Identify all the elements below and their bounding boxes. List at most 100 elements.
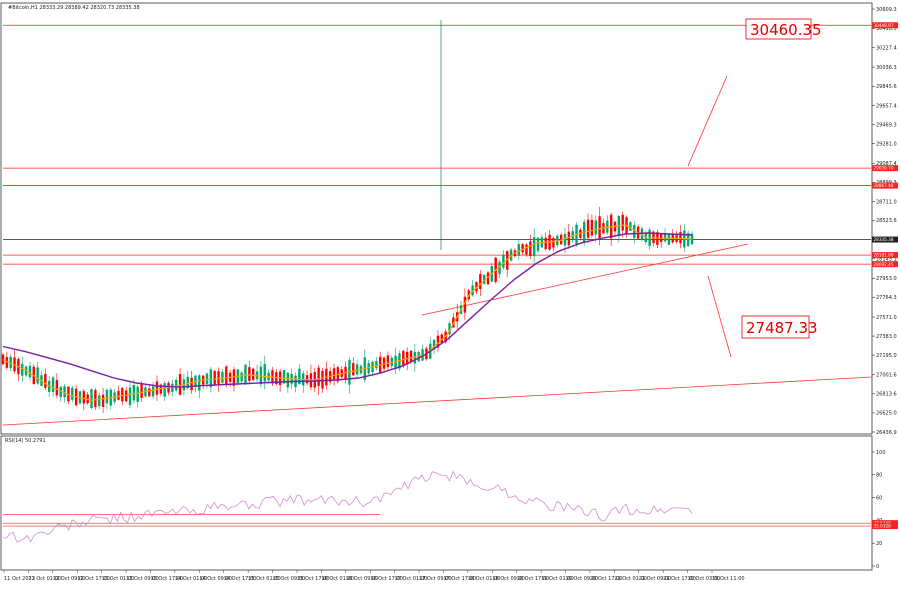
candle-body [36, 368, 38, 384]
fast-ma-line [3, 225, 692, 400]
candle-body [622, 215, 624, 231]
price-tick-label-11: 28523.6 [876, 218, 897, 224]
price-y-axis: 30609.330418.530227.430036.329845.629657… [872, 7, 897, 436]
horizontal-levels [3, 25, 871, 264]
candle-body [587, 220, 589, 238]
price-tick-label-3: 30036.3 [876, 65, 897, 71]
rsi-line [3, 472, 692, 543]
rsi-panel: RSI(14) 50.2791 100806040200 37.574035.0… [1, 436, 898, 570]
candle-body [252, 369, 254, 380]
candle-body [190, 378, 192, 391]
candle-body [56, 380, 58, 396]
candle-body [502, 255, 504, 268]
candle-body [545, 238, 547, 249]
candle-body [125, 390, 127, 401]
candle-body [595, 220, 597, 234]
target-labels: 30460.35 27487.33 [742, 19, 822, 338]
price-tick-label-4: 29845.6 [876, 84, 897, 90]
candle-body [129, 388, 131, 405]
candle-body [121, 388, 123, 401]
price-panel: #Bitcoin,H1 28333.29 28389.42 28320.73 2… [1, 3, 898, 436]
candle-body [102, 395, 104, 407]
candle-body [106, 390, 108, 404]
candle-body [317, 368, 319, 386]
rsi-panel-frame [1, 436, 872, 570]
trendline-3 [708, 276, 731, 357]
trendline-2 [688, 76, 727, 166]
candle-body [518, 244, 520, 256]
candle-body [552, 238, 554, 248]
candle-body [352, 363, 354, 375]
rsi-title: RSI(14) 50.2791 [5, 438, 46, 444]
rsi-tick-label-5: 0 [876, 564, 879, 570]
price-tick-label-6: 29469.3 [876, 122, 897, 128]
candle-body [233, 369, 235, 385]
price-tick-label-14: 27953.0 [876, 276, 897, 282]
upper-target-label: 30460.35 [750, 21, 822, 39]
price-tick-label-21: 26625.0 [876, 411, 897, 417]
candle-body [137, 387, 139, 402]
candle-body [529, 241, 531, 256]
candle-body [171, 384, 173, 392]
candle-body [198, 375, 200, 390]
price-panel-frame [1, 3, 872, 434]
price-tick-label-17: 27383.0 [876, 334, 897, 340]
price-tick-label-20: 26813.6 [876, 392, 897, 398]
candle-body [533, 237, 535, 256]
candle-body [83, 391, 85, 403]
candle-body [90, 389, 92, 408]
lower-target-label: 27487.33 [746, 319, 818, 337]
candle-body [71, 388, 73, 400]
slow-ma-line [3, 233, 692, 387]
price-tick-label-10: 28711.0 [876, 199, 897, 205]
price-tick-label-7: 29281.0 [876, 141, 897, 147]
candlesticks [2, 20, 693, 413]
candle-body [356, 364, 358, 374]
candle-body [387, 355, 389, 367]
candle-body [375, 361, 377, 368]
candle-body [156, 381, 158, 394]
candle-body [606, 221, 608, 233]
candle-body [394, 356, 396, 369]
candle-body [598, 216, 600, 238]
candle-body [2, 355, 4, 365]
candle-body [248, 367, 250, 381]
candle-body [6, 357, 8, 368]
candle-body [175, 380, 177, 390]
candle-body [521, 244, 523, 252]
candle-body [287, 373, 289, 388]
candle-body [148, 388, 150, 396]
price-tick-label-22: 26436.9 [876, 430, 897, 436]
rsi-tick-label-0: 100 [876, 450, 886, 456]
candle-body [44, 374, 46, 388]
moving-averages [3, 225, 692, 400]
rsi-tick-label-4: 20 [876, 541, 882, 547]
candle-body [214, 371, 216, 385]
candle-body [21, 364, 23, 376]
rsi-tag-low_b: 35.0328 [874, 524, 892, 529]
candle-body [264, 364, 266, 381]
candle-body [63, 386, 65, 397]
price-tag-current: 28335.38 [874, 237, 894, 242]
candle-body [537, 238, 539, 251]
price-tick-label-16: 27571.0 [876, 315, 897, 321]
candle-body [321, 371, 323, 389]
price-tick-label-19: 27001.6 [876, 373, 897, 379]
candle-body [240, 373, 242, 382]
rsi-tags: 37.574035.0328 [872, 520, 898, 529]
price-tag-support_1: 28181.88 [874, 253, 894, 258]
candle-body [633, 225, 635, 238]
price-tick-label-5: 29657.4 [876, 103, 897, 109]
trendline-1 [422, 244, 748, 315]
candle-body [556, 236, 558, 245]
candle-body [98, 396, 100, 407]
candle-body [140, 383, 142, 398]
x-tick-label-29: 19 Oct 11:00 [712, 576, 745, 582]
candle-body [525, 245, 527, 255]
candle-body [29, 366, 31, 377]
candle-body [629, 222, 631, 231]
rsi-y-axis: 100806040200 [872, 450, 886, 570]
rsi-tick-label-2: 60 [876, 495, 882, 501]
